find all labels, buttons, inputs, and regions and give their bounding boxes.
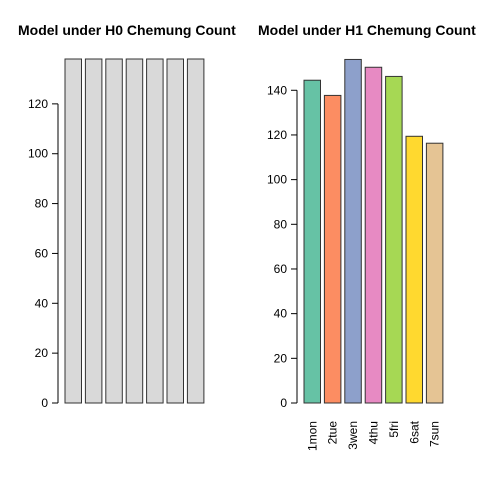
y-tick-label: 60 (274, 262, 288, 276)
bar (323, 94, 342, 404)
bar (125, 58, 144, 404)
y-tick-label: 80 (274, 217, 288, 231)
x-tick-label: 7sun (428, 421, 442, 447)
y-tick-label: 140 (267, 83, 287, 97)
bar (64, 58, 82, 404)
panel: Model under H0 Chemung Count 0 20 40 60 80 100… (18, 22, 236, 410)
y-tick-label: 0 (280, 396, 287, 410)
y-tick-label: 40 (274, 307, 288, 321)
y-tick-label: 120 (267, 128, 287, 142)
chart-title: Model under H1 Chemung Count (258, 22, 476, 38)
bar (303, 79, 321, 404)
x-tick-label: 5fri (387, 421, 401, 438)
bar (425, 142, 444, 404)
x-tick-label: 2tue (326, 421, 340, 445)
bar (146, 58, 164, 404)
y-tick-label: 20 (35, 346, 49, 360)
y-tick-label: 120 (28, 97, 48, 111)
bar (344, 58, 362, 404)
y-tick-label: 40 (35, 296, 49, 310)
panel: Model under H1 Chemung Count 0 20 40 60 80 100… (258, 22, 476, 451)
y-tick-label: 100 (267, 173, 287, 187)
y-tick-label: 20 (274, 351, 288, 365)
x-tick-label: 1mon (305, 421, 319, 451)
x-tick-label: 3wen (346, 421, 360, 450)
bar (105, 58, 123, 404)
x-tick-label: 6sat (407, 420, 421, 443)
y-tick-label: 80 (35, 197, 49, 211)
bar (385, 75, 403, 404)
y-tick-label: 0 (41, 396, 48, 410)
chart-title: Model under H0 Chemung Count (18, 22, 236, 38)
bar (186, 58, 205, 404)
y-tick-label: 60 (35, 246, 49, 260)
bar (84, 58, 103, 404)
bar (364, 66, 383, 404)
bar (166, 58, 184, 404)
y-tick-label: 100 (28, 147, 48, 161)
x-tick-label: 4thu (366, 421, 380, 444)
bar (405, 135, 423, 404)
